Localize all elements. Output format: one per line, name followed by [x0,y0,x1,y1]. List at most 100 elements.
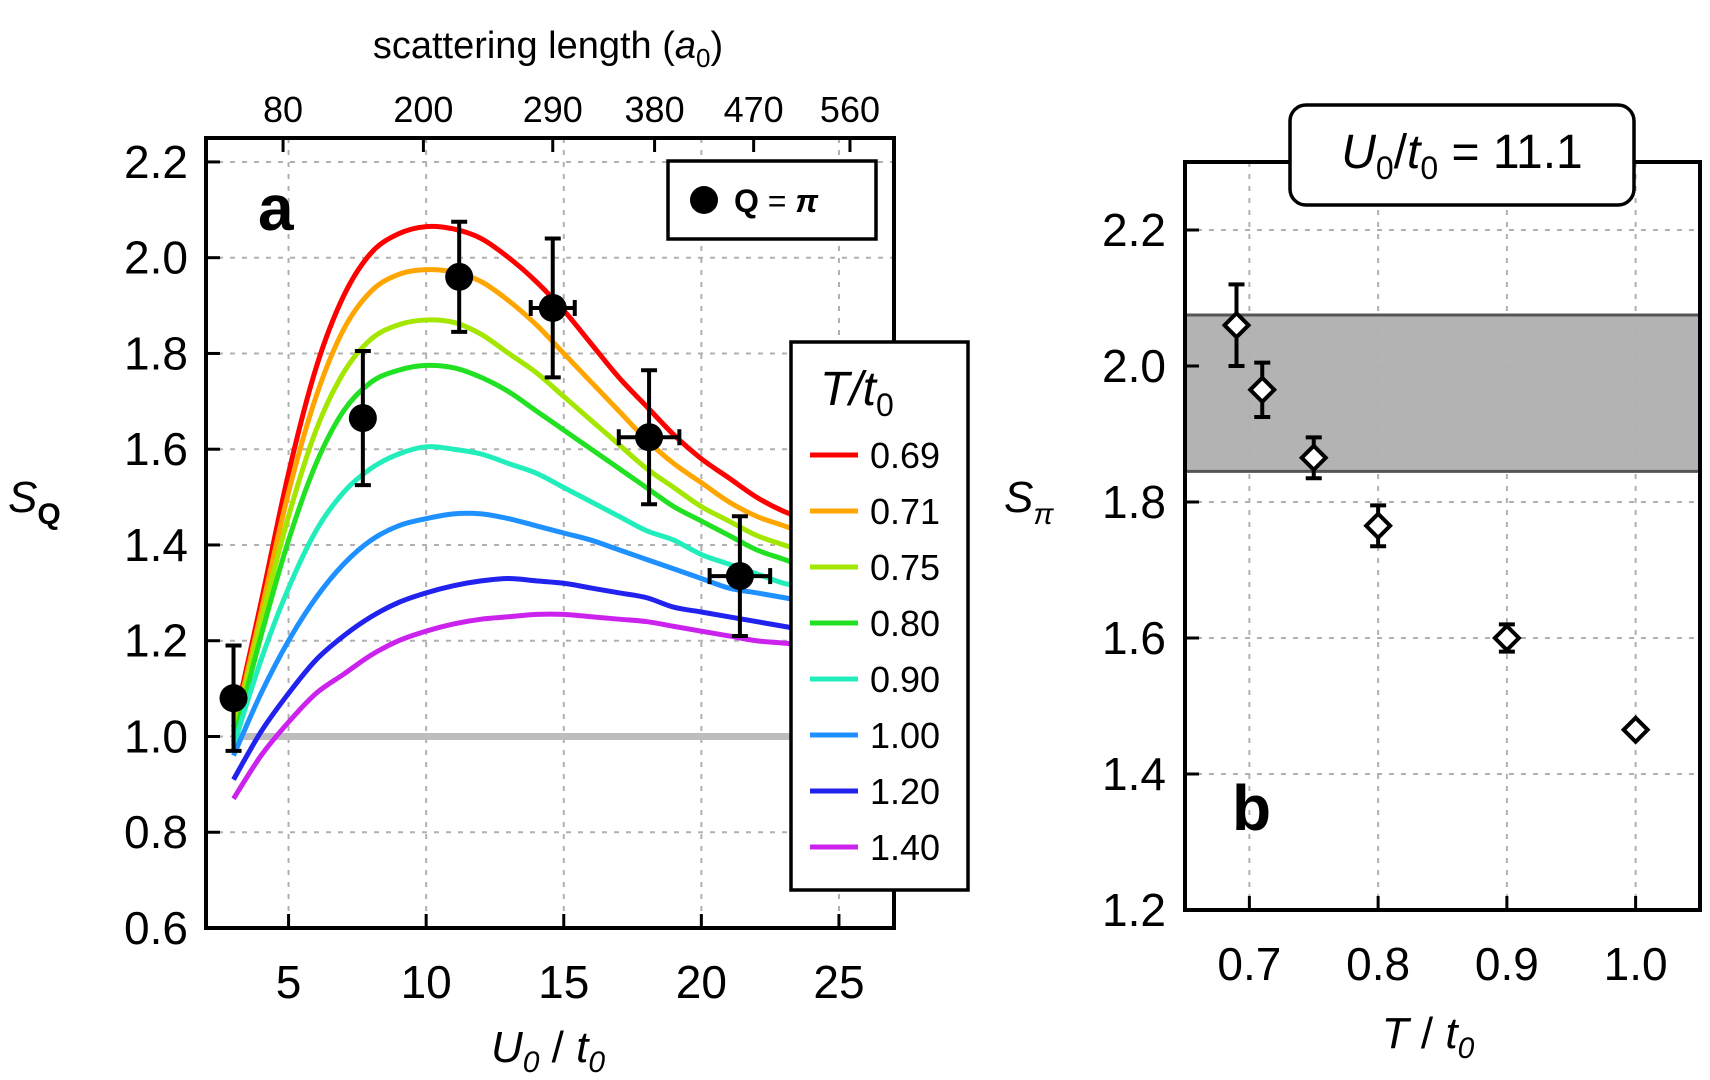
b-y-tick-label-6: 2.2 [1102,204,1166,256]
annotation-u: U [1341,126,1376,179]
top-tick-label-4: 380 [625,89,685,130]
x-axis-title-sub: 0 [523,1046,540,1079]
data-point-6 [725,562,754,591]
panel-b-y-axis-title: Sπ [1004,473,1054,531]
b-y-tick-label-4: 1.8 [1102,476,1166,528]
y-axis-title-sub: Q [37,498,60,531]
top-tick-label-3: 290 [523,89,583,130]
panel-a: 5 10 15 20 25 0.6 0.8 1.0 1.2 1.4 1.6 1.8 2.0 2.2 80… [8,25,970,1079]
b-x-tick-label-3: 0.9 [1475,938,1539,990]
series-line-4 [231,362,813,742]
legend-label-5: 0.90 [870,659,940,700]
data-legend-label: Q = π [734,183,819,219]
y-tick-label-6: 1.6 [124,423,188,475]
panel-label-a: a [258,172,294,244]
x-tick-label-4: 20 [676,956,727,1008]
series-line-3 [231,317,813,738]
data-legend-q: Q [734,183,759,219]
top-tick-label-6: 560 [820,89,880,130]
panel-a-top-axis-title: scattering length (a0) [373,25,723,73]
b-x-axis-title-slash: / [1409,1009,1446,1058]
b-data-point-6 [1620,714,1651,745]
y-tick-label-9: 2.2 [124,136,188,188]
top-axis-title-close: ) [711,25,724,67]
x-axis-title-main: U [491,1023,523,1072]
data-point-1 [219,684,248,713]
b-y-tick-label-3: 1.6 [1102,612,1166,664]
annotation-box-frame [1288,103,1636,207]
panel-b-data-points [1221,282,1651,745]
panel-b-x-axis-title: T / t0 [1382,1009,1475,1065]
y-tick-label-7: 1.8 [124,327,188,379]
top-tick-label-1: 80 [263,89,303,130]
data-legend-marker [690,186,718,214]
y-tick-label-1: 0.6 [124,902,188,954]
panel-label-b: b [1232,772,1271,844]
panel-a-top-tick-labels: 80 200 290 380 470 560 [263,89,880,130]
data-point-3 [445,262,474,291]
panel-b-ticks [1185,228,1638,912]
data-legend-pi: π [795,183,819,219]
panel-a-x-tick-labels: 5 10 15 20 25 [276,956,865,1008]
b-data-point-5 [1492,623,1522,653]
b-y-axis-title-sub: π [1033,498,1054,531]
x-axis-title-sub-2: 0 [588,1046,605,1079]
series-line-2 [231,267,813,733]
series-line-7 [231,575,812,781]
temperature-legend-title: T/t0 [820,363,894,423]
legend-label-1: 0.69 [870,435,940,476]
legend-label-6: 1.00 [870,715,940,756]
top-tick-label-2: 200 [393,89,453,130]
legend-title-sub: 0 [876,387,894,423]
y-tick-label-4: 1.2 [124,615,188,667]
x-axis-title-t: t [576,1023,590,1072]
x-axis-title-slash: / [539,1023,576,1072]
panel-b-x-tick-labels: 0.7 0.8 0.9 1.0 [1217,938,1667,990]
b-x-tick-label-2: 0.8 [1346,938,1410,990]
top-tick-label-5: 470 [724,89,784,130]
panel-b-y-tick-labels: 1.2 1.4 1.6 1.8 2.0 2.2 [1102,204,1166,936]
series-line-6 [231,510,812,757]
panel-a-curves [231,223,813,801]
panel-a-y-tick-labels: 0.6 0.8 1.0 1.2 1.4 1.6 1.8 2.0 2.2 [124,136,188,954]
y-tick-label-2: 0.8 [124,806,188,858]
top-axis-title-text: scattering length ( [373,25,675,67]
b-y-tick-label-2: 1.4 [1102,748,1166,800]
b-x-axis-title-sub: 0 [1458,1032,1475,1065]
y-axis-title-main: S [8,473,37,522]
x-tick-label-5: 25 [813,956,864,1008]
legend-label-8: 1.40 [870,827,940,868]
panel-b: 0.7 0.8 0.9 1.0 1.21.41.61.82.02.2 T / t0 S… [1004,103,1702,1065]
series-line-8 [231,611,812,801]
b-x-tick-label-1: 0.7 [1217,938,1281,990]
panel-a-data-points [219,219,773,753]
top-axis-title-a: a [675,25,696,67]
b-y-axis-title-s: S [1004,473,1033,522]
legend-label-7: 1.20 [870,771,940,812]
b-y-tick-label-1: 1.2 [1102,884,1166,936]
annotation-u-sub: 0 [1376,150,1394,186]
annotation-box: U0/t0 = 11.1 [1288,103,1636,207]
temperature-legend-entries: 0.69 0.71 0.75 0.80 0.90 1.00 1.20 1.40 [810,435,940,868]
panel-a-ticks [206,138,852,930]
series-line-5 [231,444,812,747]
annotation-t-sub: 0 [1420,150,1438,186]
top-axis-title-sub: 0 [696,43,710,73]
panel-a-x-axis-title: U0 / t0 [491,1023,605,1079]
b-x-axis-title-t: T [1382,1009,1412,1058]
legend-label-2: 0.71 [870,491,940,532]
legend-label-4: 0.80 [870,603,940,644]
y-tick-label-8: 2.0 [124,232,188,284]
data-point-2 [348,404,377,433]
y-tick-label-3: 1.0 [124,710,188,762]
b-x-axis-title-t0: t [1445,1009,1459,1058]
annotation-t: t [1407,126,1422,179]
x-tick-label-3: 15 [538,956,589,1008]
temperature-legend: T/t0 0.69 0.71 0.75 0.80 0.90 1.00 1.20 1.40 [789,340,970,892]
data-point-4 [538,293,567,322]
panel-a-y-axis-title: SQ [8,473,61,531]
legend-label-3: 0.75 [870,547,940,588]
annotation-text: U0/t0 = 11.1 [1341,126,1583,186]
b-data-point-4 [1363,510,1393,541]
